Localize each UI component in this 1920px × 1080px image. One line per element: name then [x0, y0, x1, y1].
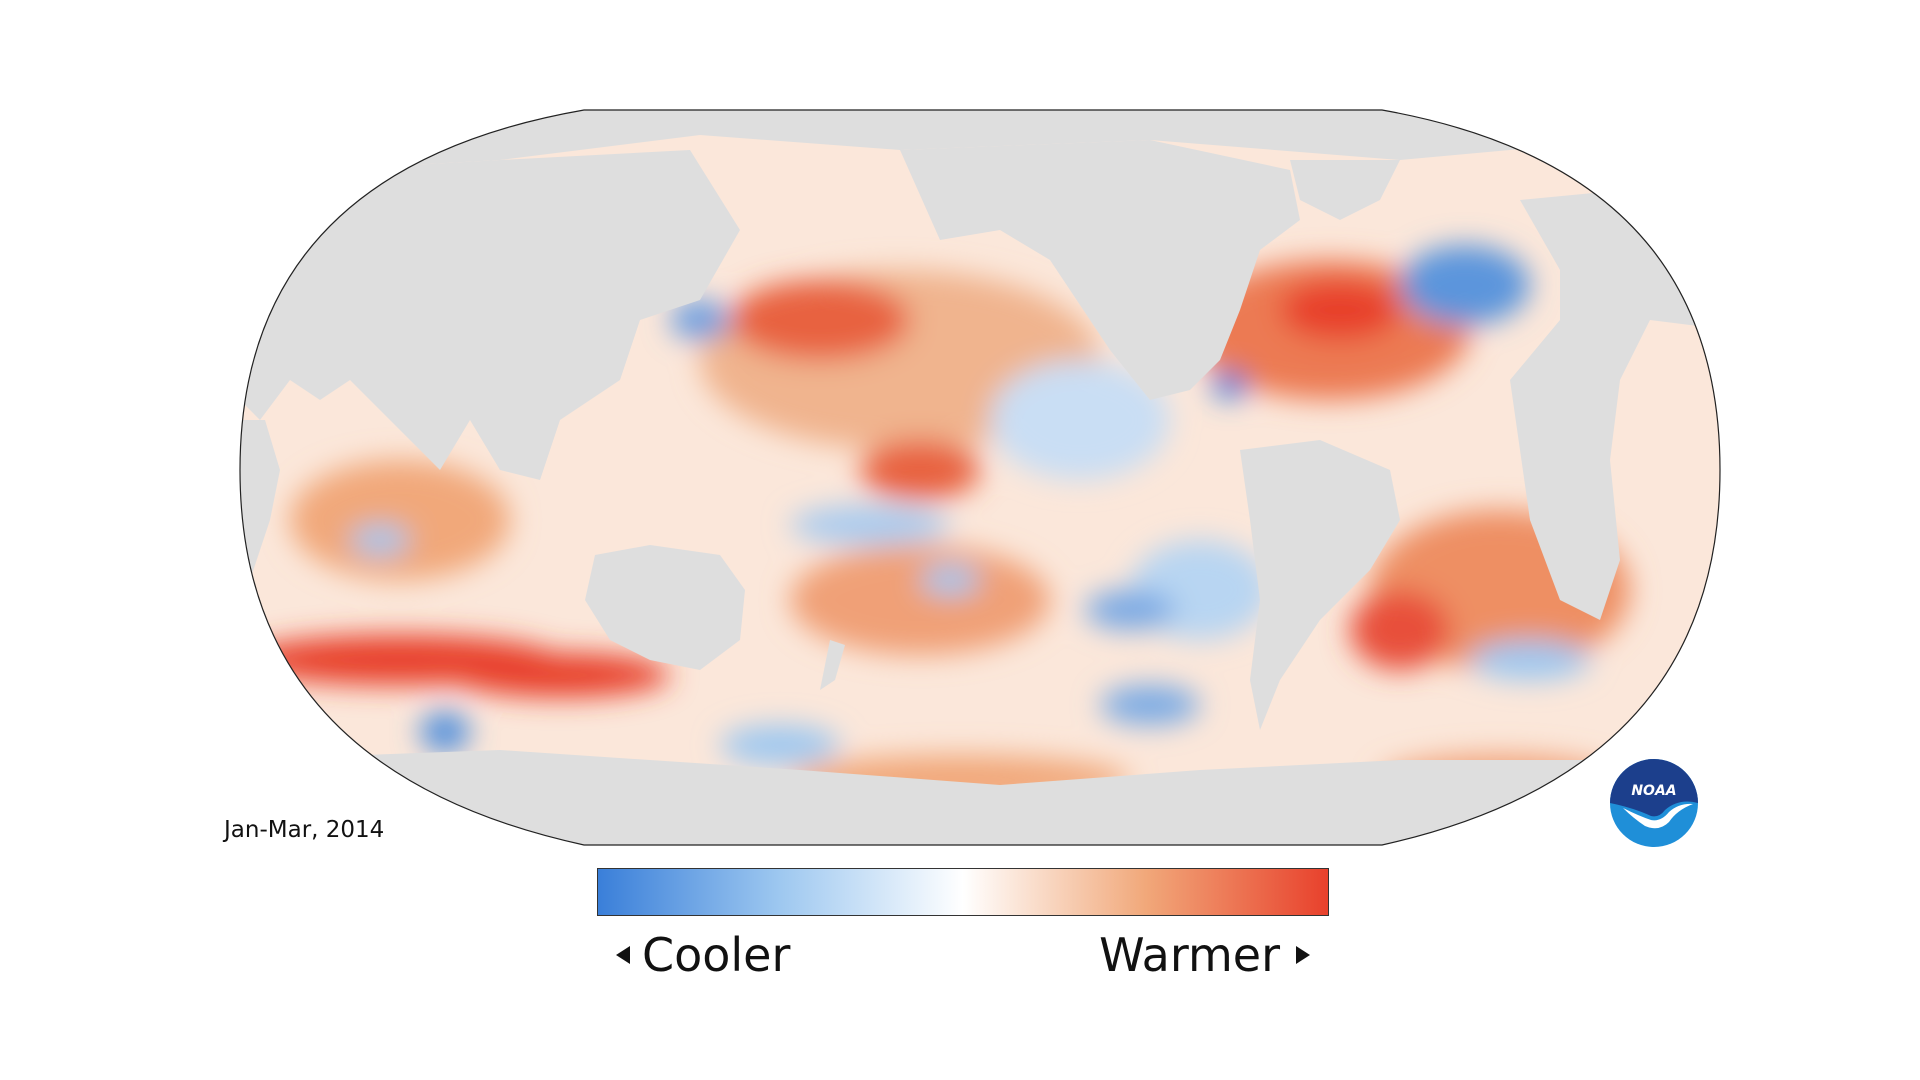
legend-warm: Warmer: [1099, 925, 1310, 985]
anomaly-subpolar-cool: [1400, 245, 1530, 325]
land-south-america: [1240, 440, 1400, 730]
land-antarctica: [240, 750, 1720, 845]
anomaly-cool-patch-central: [920, 565, 980, 595]
land-greenland: [1290, 160, 1400, 220]
anomaly-north-pacific-core: [730, 280, 910, 360]
legend-warm-label: Warmer: [1099, 928, 1280, 982]
land-australia: [585, 545, 745, 670]
globe-outline: [239, 109, 1721, 846]
noaa-logo-icon: NOAA: [1610, 759, 1698, 847]
anomaly-gulf-of-mexico-cool: [1212, 371, 1248, 399]
anomaly-east-pacific-cool: [990, 360, 1170, 480]
anomaly-indian-ocean: [290, 460, 510, 580]
right-arrow-icon: [1296, 945, 1310, 964]
legend-labels: Cooler Warmer: [597, 925, 1329, 985]
anomaly-cool-patch-indian: [420, 712, 470, 752]
anomaly-cool-patch-southern: [1100, 685, 1200, 725]
date-label: Jan-Mar, 2014: [224, 817, 385, 843]
land-new-zealand: [820, 640, 845, 690]
anomaly-south-pacific: [790, 545, 1050, 655]
anomaly-cool-patch-japan: [670, 300, 730, 340]
color-legend: [597, 868, 1329, 916]
globe-interior: [240, 110, 1720, 845]
anomaly-cool-patch-south-pacific: [1085, 590, 1175, 630]
anomaly-cool-patch-southern-west: [720, 725, 840, 765]
anomaly-cool-patch-arabian: [350, 525, 410, 555]
anomaly-south-indian-band-east: [450, 653, 670, 697]
anomaly-gulf-stream: [1280, 280, 1400, 340]
anomaly-central-pacific-core: [860, 440, 980, 500]
land-north-america: [900, 140, 1300, 400]
land-arctic: [240, 110, 1720, 175]
anomaly-equatorial-pacific-cool: [790, 505, 950, 545]
noaa-logo-text: NOAA: [1631, 783, 1676, 799]
land-masses: [240, 110, 1720, 845]
legend-cool-label: Cooler: [642, 928, 791, 982]
land-europe-africa: [1510, 180, 1720, 620]
noaa-logo: NOAA: [1609, 758, 1699, 848]
legend-cool: Cooler: [616, 925, 790, 985]
anomaly-cool-patch-atlantic: [1470, 640, 1590, 680]
anomaly-south-atlantic-core: [1350, 590, 1450, 670]
legend-gradient-bar: [598, 869, 1328, 915]
land-eurasia: [240, 150, 740, 480]
left-arrow-icon: [616, 945, 630, 964]
